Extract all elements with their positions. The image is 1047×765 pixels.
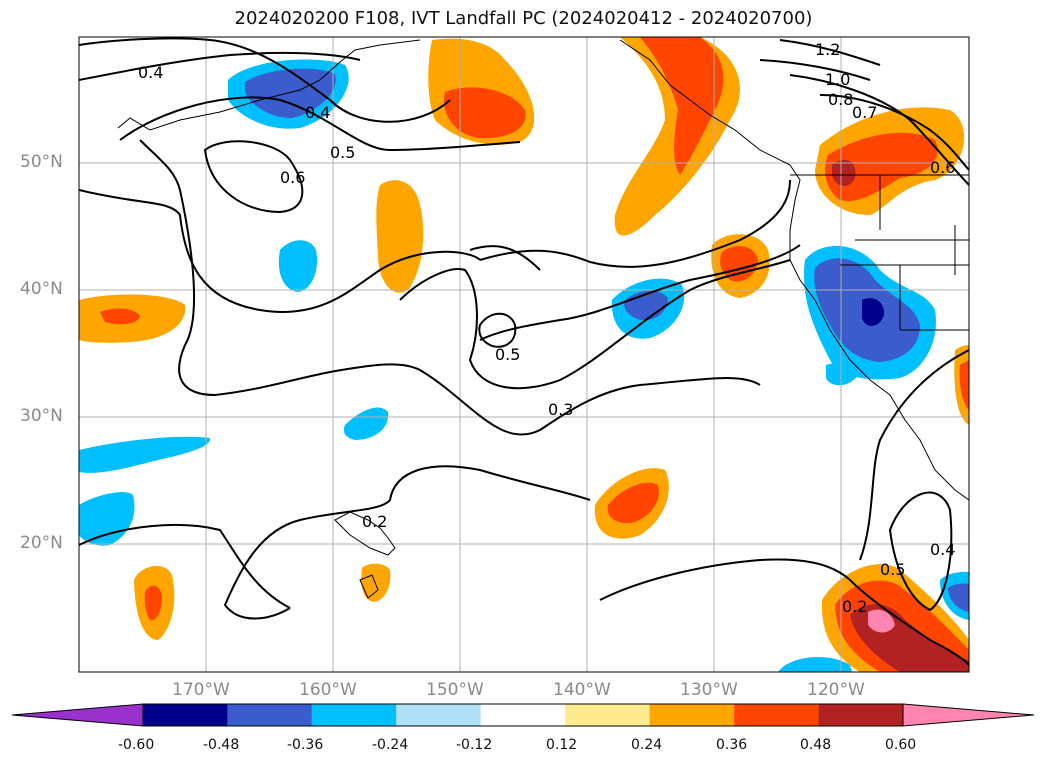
contour-label: 0.2 [362,512,387,531]
contour-08 [789,74,969,186]
shading-layer [79,37,969,672]
lat-label-20n: 20°N [20,533,63,553]
colorbar-bin [565,704,650,726]
contour-label: 1.2 [815,40,840,59]
lat-label-30n: 30°N [20,406,63,426]
colorbar-tick-label: -0.24 [372,737,409,753]
contour-02-outer [139,139,761,436]
contour-12 [779,39,881,66]
contour-label: 0.5 [880,560,905,579]
lon-label-120w: 120°W [807,680,865,700]
map-title: 2024020200 F108, IVT Landfall PC (202402… [234,8,813,29]
positive-anomaly-155w [376,180,424,293]
grid-lines [79,37,969,672]
colorbar-tick-label: -0.36 [287,737,324,753]
contour-03-west [79,189,481,313]
hawaii [334,511,396,556]
contour-label: 0.4 [138,63,163,82]
contour-label: 0.2 [842,597,867,616]
colorbar-extend-low [11,703,144,727]
contour-04-north [79,37,451,123]
colorbar-tick-label: -0.60 [118,737,155,753]
lon-label-140w: 140°W [553,680,611,700]
contour-03-lower [79,465,591,620]
lat-label-40n: 40°N [20,279,63,299]
contour-03-mid [469,179,791,271]
contour-label: 0.3 [548,400,573,419]
colorbar-frame [142,703,904,727]
alaska-coast [117,39,421,131]
colorbar-bin [649,704,735,726]
contour-label: 0.4 [930,540,955,559]
contour-mid-east [479,244,801,341]
colorbar-tick-label: 0.36 [716,737,748,753]
contour-label-layer: 0.4 0.4 0.5 0.6 0.5 0.3 1.2 1.0 0.8 0.7 … [138,40,955,616]
contour-04-outer [79,51,361,81]
colorbar-bin [143,704,228,726]
contour-05-east [859,349,969,561]
contour-label: 0.7 [852,103,877,122]
colorbar-tick-label: 0.60 [885,737,917,753]
colorbar-extend-high [902,703,1035,727]
colorbar-bin [396,704,481,726]
contour-04-mid [399,259,791,390]
contour-label: 0.8 [828,90,853,109]
state-borders [840,175,969,331]
lon-label-150w: 150°W [426,680,484,700]
contour-02-lower [599,558,969,666]
contour-04-east-loop [888,491,953,612]
contour-05 [119,96,521,152]
colorbar-tick-label: 0.48 [800,737,832,753]
lon-label-170w: 170°W [172,680,230,700]
colorbar-bin [227,704,312,726]
lon-label-130w: 130°W [680,680,738,700]
plot-frame [78,36,970,673]
colorbar-tick-label: 0.24 [631,737,663,753]
colorbar-bin [480,704,566,726]
contour-label: 0.6 [930,158,955,177]
colorbar-tick-label: 0.12 [546,737,578,753]
pc-contours [79,37,969,666]
contour-07 [819,94,969,171]
colorbar-bin [311,704,397,726]
colorbar-tick-label: -0.12 [456,737,493,753]
lat-label-50n: 50°N [20,152,63,172]
colorbar-bin [734,704,819,726]
contour-06-loop [203,140,304,214]
colorbar [11,703,1035,727]
negative-anomaly-west-strip [79,436,211,473]
contour-label: 0.5 [495,345,520,364]
colorbar-bin [818,704,903,726]
contour-label: 0.4 [305,103,330,122]
contour-10 [759,59,871,81]
contour-05-mid [478,312,517,348]
contour-label: 0.6 [280,168,305,187]
contour-label: 1.0 [825,70,850,89]
colorbar-tick-label: -0.48 [203,737,240,753]
lon-label-160w: 160°W [299,680,357,700]
contour-label: 0.5 [330,143,355,162]
